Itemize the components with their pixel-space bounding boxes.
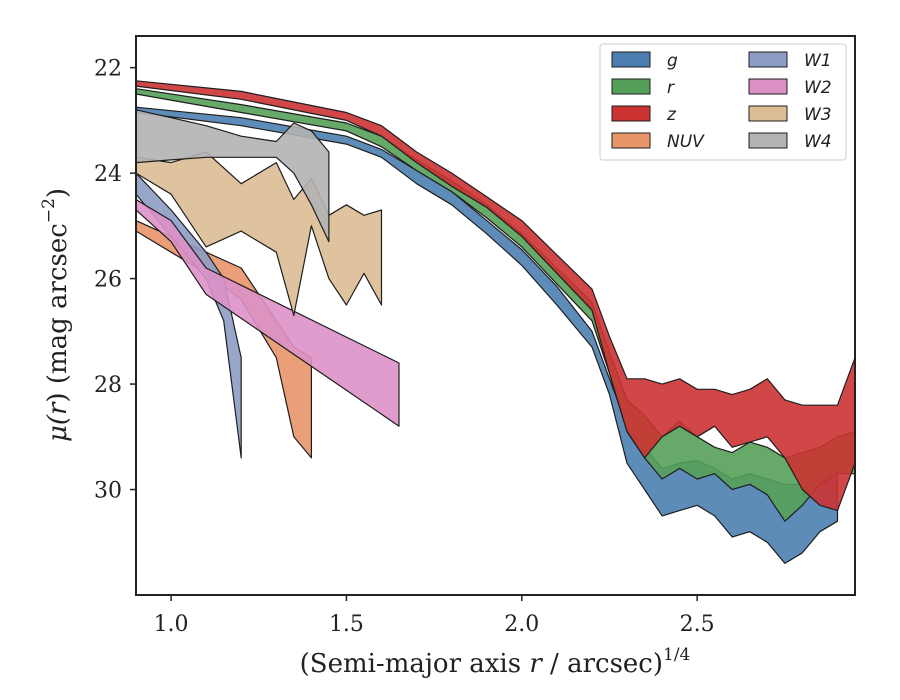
y-tick-label: 30 bbox=[94, 479, 122, 504]
legend-swatch-w2 bbox=[748, 78, 788, 95]
legend-swatch-w3 bbox=[748, 105, 788, 122]
legend-box bbox=[599, 43, 847, 161]
x-tick-label: 2.5 bbox=[680, 612, 715, 637]
plot-frame bbox=[135, 35, 856, 596]
y-axis-title: μ(r) (mag arcsec−2) bbox=[39, 188, 73, 442]
series-band-w4 bbox=[136, 109, 330, 243]
legend-swatch-w1 bbox=[748, 51, 788, 68]
legend-label-nuv: NUV bbox=[667, 132, 705, 152]
legend-swatch-g bbox=[611, 51, 651, 68]
legend-label-z: z bbox=[666, 105, 677, 125]
series-band-g bbox=[136, 106, 839, 564]
legend-swatch-z bbox=[611, 105, 651, 122]
legend-label-w4: W4 bbox=[804, 132, 832, 152]
y-tick-label: 28 bbox=[94, 373, 122, 398]
legend-swatch-r bbox=[611, 78, 651, 95]
x-tick-label: 1.5 bbox=[329, 612, 364, 637]
plot-area bbox=[136, 80, 855, 564]
x-axis-title: (Semi-major axis r / arcsec)1/4 bbox=[300, 645, 691, 679]
legend: grz NUV W1 W2 W3 W4 bbox=[599, 43, 847, 161]
legend-label-g: g bbox=[667, 51, 678, 71]
legend-label-w1: W1 bbox=[804, 51, 832, 71]
y-tick-label: 22 bbox=[94, 57, 122, 82]
series-band-w3 bbox=[136, 151, 383, 317]
legend-label-w3: W3 bbox=[804, 105, 832, 125]
y-tick-label: 24 bbox=[94, 162, 122, 187]
x-tick-label: 2.0 bbox=[504, 612, 539, 637]
legend-label-w2: W2 bbox=[804, 78, 832, 98]
legend-swatch-w4 bbox=[748, 132, 788, 149]
axes: 1.0 1.5 2.0 2.5 22 24 26 28 30 bbox=[94, 57, 715, 637]
legend-swatch-nuv bbox=[611, 132, 651, 149]
series-band-w2 bbox=[136, 198, 400, 427]
legend-label-r: r bbox=[667, 78, 675, 98]
y-tick-label: 26 bbox=[94, 268, 122, 293]
x-tick-label: 1.0 bbox=[154, 612, 189, 637]
series-band-z bbox=[136, 80, 855, 512]
